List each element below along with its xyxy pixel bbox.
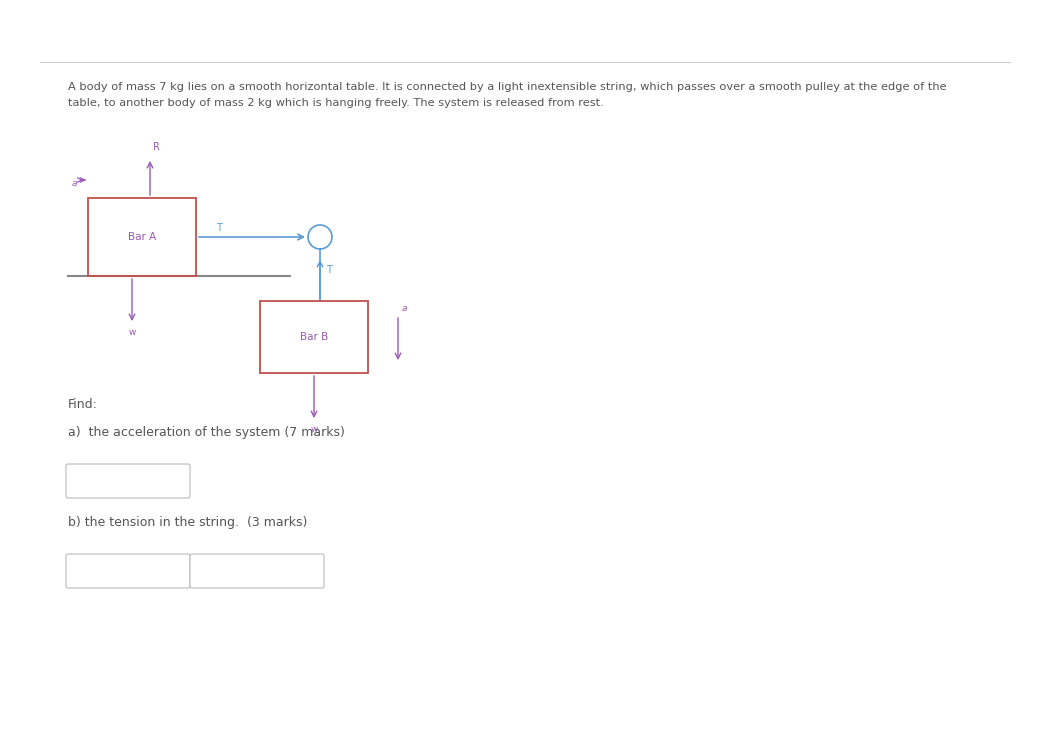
- Text: Number: Number: [78, 475, 126, 487]
- FancyBboxPatch shape: [190, 554, 324, 588]
- Text: table, to another body of mass 2 kg which is hanging freely. The system is relea: table, to another body of mass 2 kg whic…: [68, 98, 604, 108]
- Text: Find:: Find:: [68, 398, 97, 411]
- Text: Number: Number: [78, 565, 126, 577]
- FancyBboxPatch shape: [66, 464, 190, 498]
- Bar: [260, 301, 368, 373]
- Text: w: w: [310, 425, 318, 434]
- Text: Bar A: Bar A: [128, 232, 156, 242]
- Text: w: w: [128, 328, 135, 337]
- Text: A body of mass 7 kg lies on a smooth horizontal table. It is connected by a ligh: A body of mass 7 kg lies on a smooth hor…: [68, 82, 946, 92]
- Text: R: R: [153, 142, 160, 152]
- Text: Bar B: Bar B: [300, 332, 328, 342]
- Text: a: a: [72, 179, 78, 188]
- Text: b) the tension in the string.  (3 marks): b) the tension in the string. (3 marks): [68, 516, 307, 529]
- Bar: [88, 198, 196, 276]
- Text: a: a: [402, 304, 408, 313]
- Text: T: T: [326, 265, 332, 275]
- Text: a)  the acceleration of the system (7 marks): a) the acceleration of the system (7 mar…: [68, 426, 345, 439]
- FancyBboxPatch shape: [66, 554, 190, 588]
- Text: Units: Units: [202, 565, 233, 577]
- Text: T: T: [216, 223, 222, 233]
